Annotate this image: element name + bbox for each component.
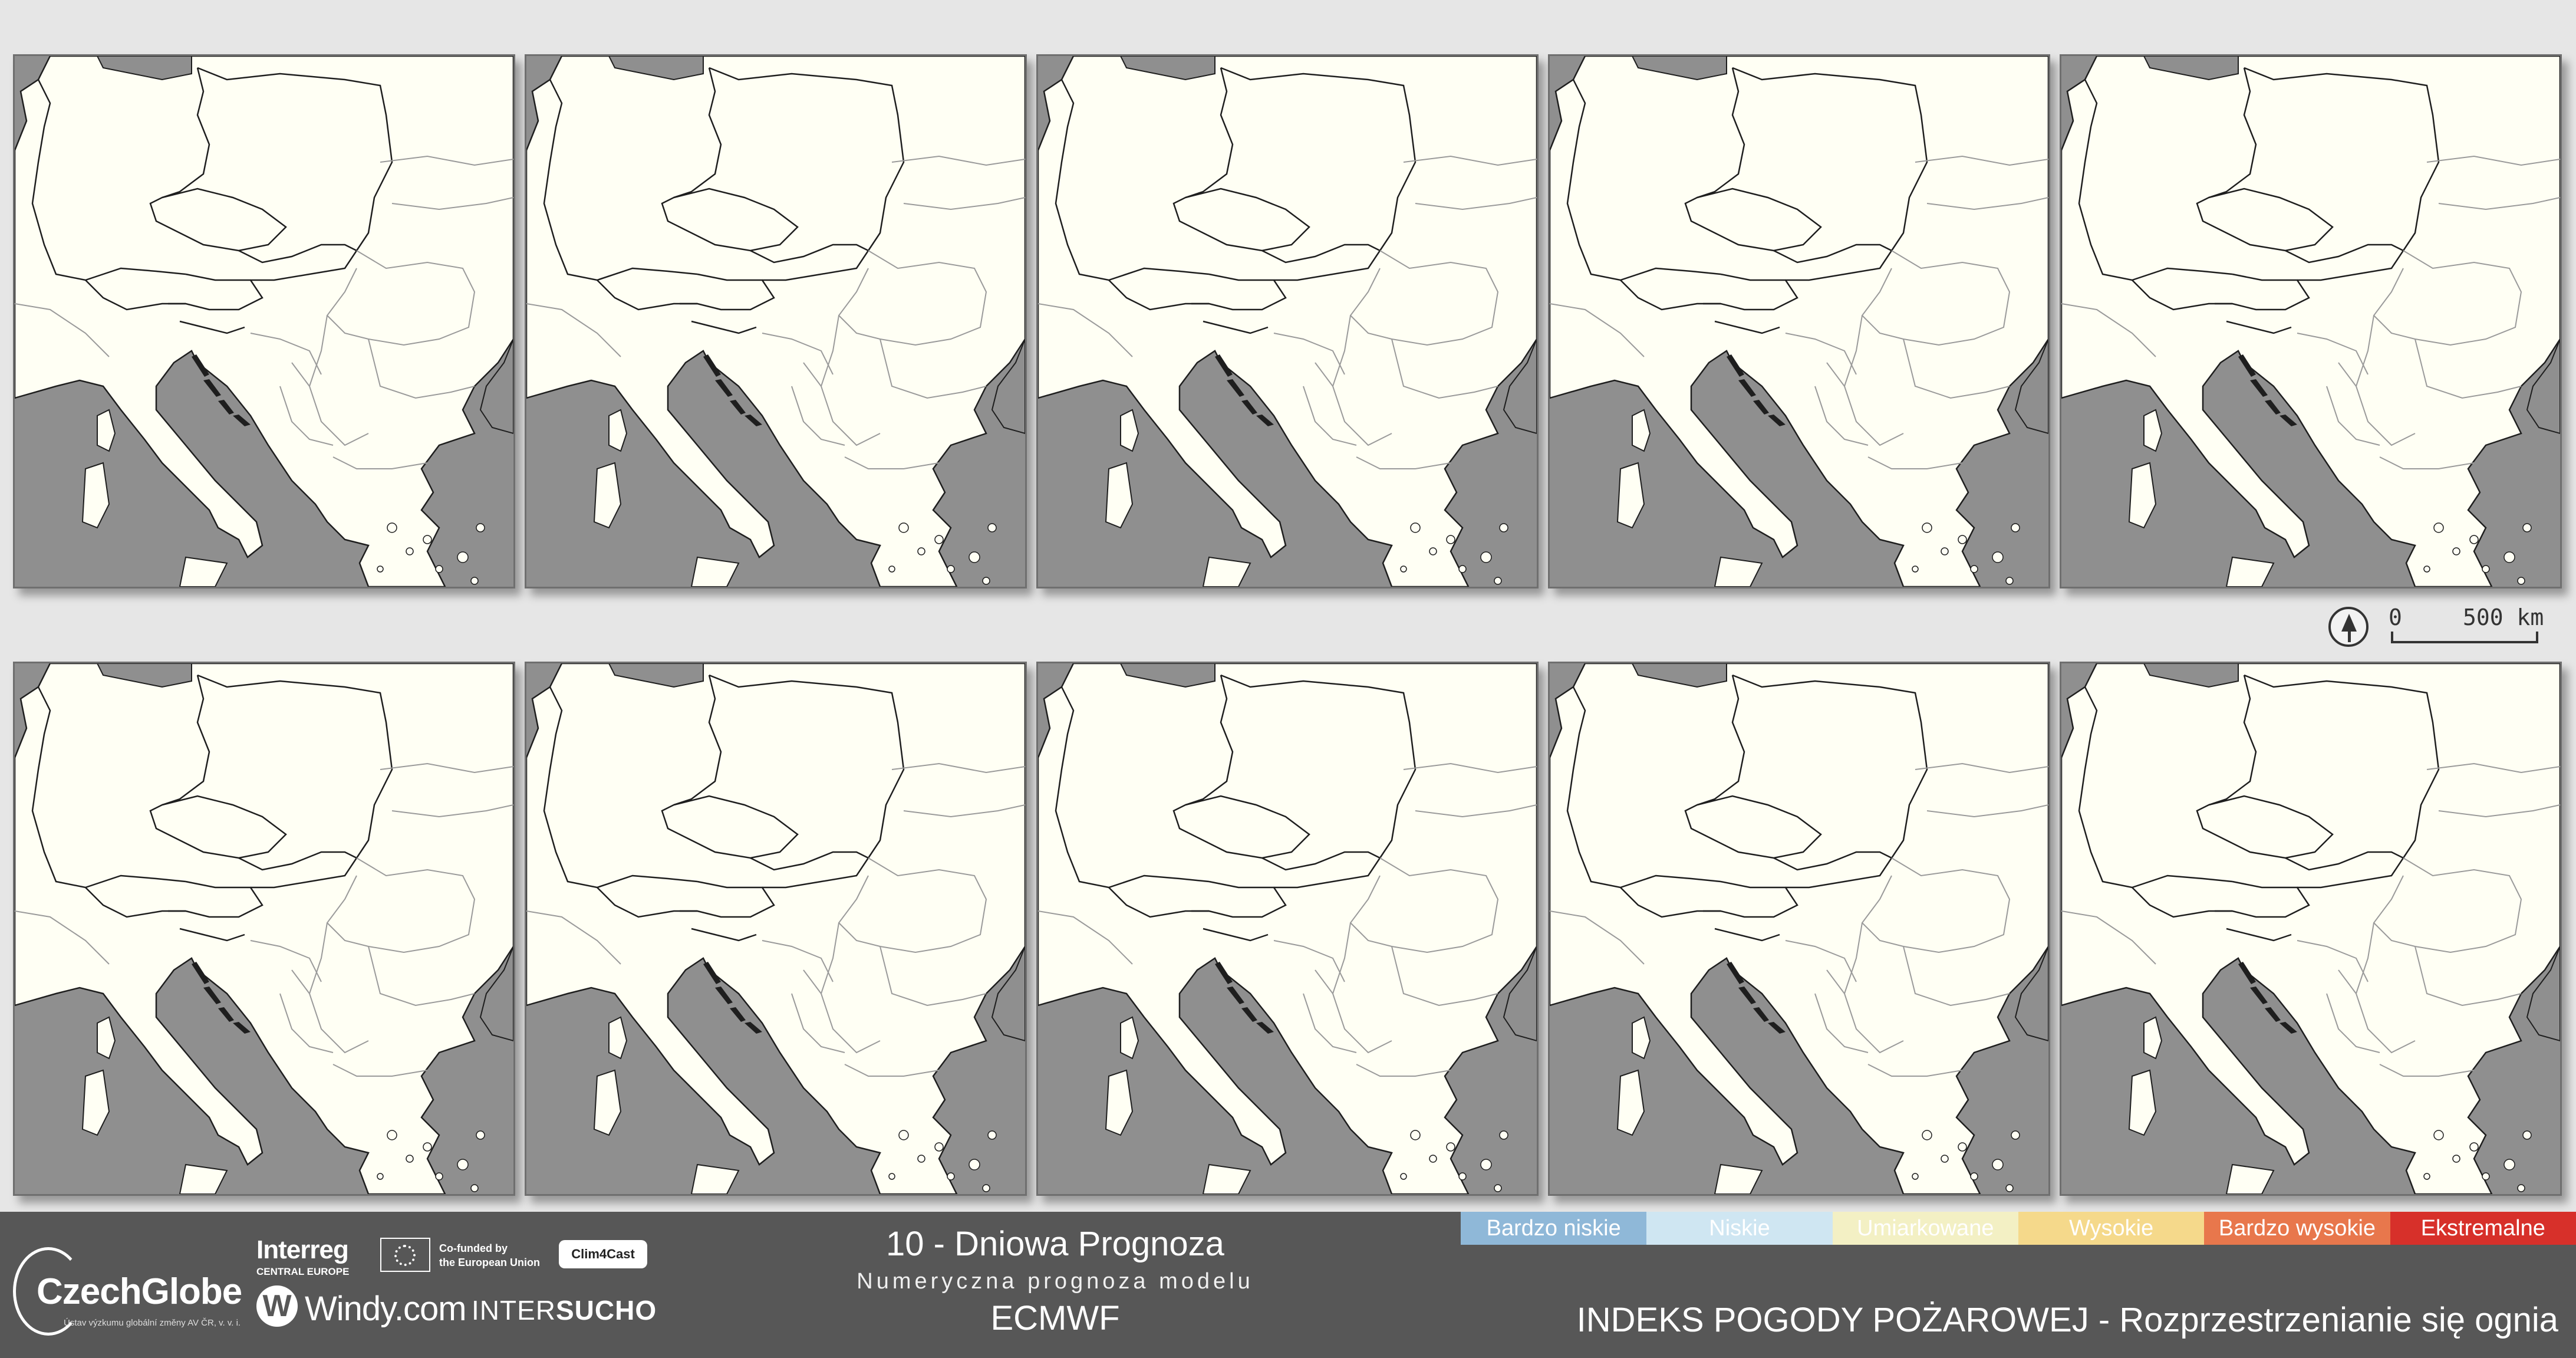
map-panel-day-7 xyxy=(525,662,1027,1196)
map-panel-day-9 xyxy=(1548,662,2050,1196)
map-day-6 xyxy=(15,663,513,1194)
map-panel-day-10 xyxy=(2060,662,2562,1196)
footer-bar: CzechGlobe Ústav výzkumu globální změny … xyxy=(0,1212,2576,1358)
czechglobe-arc-icon xyxy=(13,1247,84,1336)
legend-item-wysokie: Wysokie xyxy=(2018,1212,2205,1245)
map-panel-day-5 xyxy=(2060,54,2562,588)
czechglobe-name: CzechGlobe xyxy=(37,1271,242,1312)
map-day-1 xyxy=(15,56,513,587)
scale-bar: 0 500 km xyxy=(2328,604,2544,652)
czechglobe-subtitle: Ústav výzkumu globální změny AV ČR, v. v… xyxy=(64,1318,241,1328)
forecast-title: 10 - Dniowa Prognoza xyxy=(886,1225,1224,1263)
map-panel-day-1 xyxy=(13,54,515,588)
eu-cofunded-text: Co-funded by the European Union xyxy=(439,1241,540,1270)
eu-cofunded-line2: the European Union xyxy=(439,1257,540,1268)
map-day-2 xyxy=(526,56,1025,587)
map-day-4 xyxy=(1550,56,2048,587)
czechglobe-logo: CzechGlobe Ústav výzkumu globální změny … xyxy=(13,1247,242,1347)
legend-item-ekstremalne: Ekstremalne xyxy=(2390,1212,2576,1245)
legend-item-bardzo-niskie: Bardzo niskie xyxy=(1461,1212,1647,1245)
intersucho-logo: INTERSUCHO xyxy=(472,1294,657,1326)
map-panel-day-6 xyxy=(13,662,515,1196)
interreg-logo: Interreg CENTRAL EUROPE xyxy=(256,1235,349,1278)
interreg-name: Interreg xyxy=(256,1235,349,1264)
map-panel-day-3 xyxy=(1036,54,1539,588)
forecast-title-block: 10 - Dniowa Prognoza Numeryczna prognoza… xyxy=(760,1224,1350,1339)
windy-name: Windy.com xyxy=(305,1290,467,1328)
legend-item-bardzo-wysokie: Bardzo wysokie xyxy=(2204,1212,2390,1245)
map-day-8 xyxy=(1038,663,1537,1194)
forecast-subtitle: Numeryczna prognoza modelu xyxy=(857,1269,1254,1294)
north-arrow-icon xyxy=(2328,607,2369,647)
legend-item-niskie: Niskie xyxy=(1646,1212,1833,1245)
scale-distance-label: 500 km xyxy=(2463,604,2544,630)
legend-item-umiarkowane: Umiarkowane xyxy=(1832,1212,2018,1245)
interreg-program: CENTRAL EUROPE xyxy=(256,1266,350,1277)
map-panel-day-4 xyxy=(1548,54,2050,588)
map-day-3 xyxy=(1038,56,1537,587)
map-day-5 xyxy=(2061,56,2560,587)
clim4cast-logo: Clim4Cast xyxy=(559,1240,647,1268)
intersucho-part2: SUCHO xyxy=(556,1295,657,1326)
scale-bar-line xyxy=(2391,632,2538,643)
risk-legend: Bardzo niskie Niskie Umiarkowane Wysokie… xyxy=(1461,1212,2576,1245)
map-panel-day-8 xyxy=(1036,662,1539,1196)
windy-icon: W xyxy=(256,1285,298,1327)
index-title: INDEKS POGODY POŻAROWEJ - Rozprzestrzeni… xyxy=(1576,1301,2558,1339)
eu-cofunded-line1: Co-funded by xyxy=(439,1242,508,1254)
map-panel-day-2 xyxy=(525,54,1027,588)
map-day-10 xyxy=(2061,663,2560,1194)
eu-flag-icon xyxy=(380,1238,430,1272)
scale-zero-label: 0 xyxy=(2389,604,2402,630)
map-day-9 xyxy=(1550,663,2048,1194)
map-day-7 xyxy=(526,663,1025,1194)
intersucho-part1: INTER xyxy=(472,1295,556,1326)
forecast-model: ECMWF xyxy=(990,1299,1120,1337)
